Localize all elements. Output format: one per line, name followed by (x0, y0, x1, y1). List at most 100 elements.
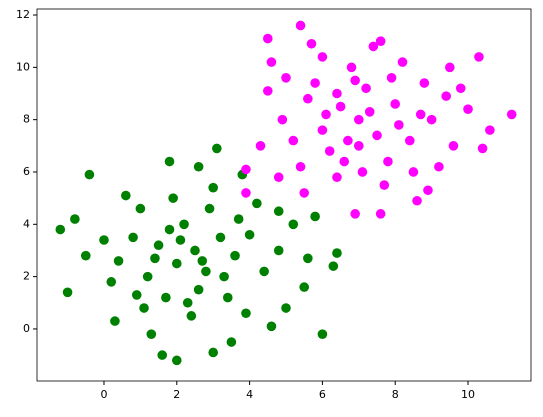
point (263, 86, 273, 96)
point (70, 214, 80, 224)
point (157, 350, 168, 360)
point (303, 93, 313, 104)
point (241, 308, 251, 319)
point (379, 180, 390, 190)
point (161, 292, 171, 303)
point (474, 52, 484, 62)
point (357, 167, 368, 177)
point (394, 120, 404, 130)
point (434, 161, 444, 172)
x-tick-label: 0 (100, 388, 107, 401)
point (455, 83, 466, 94)
point (179, 219, 189, 230)
point (288, 219, 299, 230)
point (62, 287, 73, 298)
point (383, 156, 393, 167)
point (317, 329, 328, 339)
point (252, 198, 262, 209)
point (412, 195, 422, 206)
point (222, 292, 233, 303)
point (193, 284, 204, 295)
point (295, 20, 306, 31)
point (317, 52, 328, 62)
point (146, 329, 157, 339)
point (350, 75, 360, 86)
point (241, 188, 251, 198)
point (310, 78, 320, 88)
point (110, 316, 120, 326)
point (55, 224, 66, 235)
point (80, 250, 91, 261)
point (477, 143, 488, 154)
point (171, 355, 182, 366)
point (426, 114, 437, 125)
point (215, 232, 226, 243)
point (372, 130, 382, 141)
point (321, 109, 331, 120)
point (346, 62, 357, 73)
point (273, 245, 284, 256)
point (171, 258, 182, 269)
point (404, 135, 415, 146)
point (343, 135, 353, 146)
point (390, 99, 401, 109)
point (193, 161, 204, 172)
point (204, 203, 215, 214)
y-tick-label: 0 (23, 322, 30, 335)
point (288, 135, 299, 146)
point (310, 211, 320, 222)
x-tick-label: 8 (392, 388, 399, 401)
y-tick-label: 2 (23, 270, 30, 283)
point (106, 277, 117, 287)
y-tick-label: 8 (23, 113, 30, 126)
y-tick-label: 10 (16, 60, 30, 73)
point (212, 143, 222, 154)
point (208, 182, 218, 193)
point (386, 73, 397, 83)
point (255, 141, 266, 151)
point (448, 141, 459, 151)
point (299, 188, 310, 198)
point (168, 193, 178, 203)
point (324, 146, 335, 156)
point (368, 41, 379, 52)
point (113, 256, 124, 266)
point (506, 109, 517, 120)
point (375, 36, 386, 46)
point (230, 250, 240, 261)
point (335, 101, 346, 112)
point (317, 125, 328, 135)
point (99, 235, 109, 245)
point (397, 57, 408, 67)
point (273, 172, 284, 183)
point (281, 73, 291, 83)
y-tick-label: 6 (23, 165, 30, 178)
point (244, 229, 255, 240)
point (263, 33, 273, 44)
x-tick-label: 4 (246, 388, 253, 401)
point (354, 141, 364, 151)
point (182, 297, 193, 308)
point (375, 209, 386, 219)
point (190, 245, 200, 256)
point (164, 224, 175, 235)
x-tick-label: 2 (173, 388, 180, 401)
point (361, 83, 371, 94)
point (128, 232, 138, 243)
point (408, 167, 419, 177)
point (150, 253, 160, 264)
point (131, 290, 142, 300)
point (419, 78, 430, 88)
point (354, 114, 364, 125)
point (463, 104, 473, 114)
point (339, 156, 350, 167)
point (350, 209, 360, 219)
point (266, 57, 277, 67)
point (219, 271, 229, 282)
point (273, 206, 284, 217)
point (259, 266, 269, 277)
point (303, 253, 313, 264)
point (485, 125, 495, 135)
point (139, 303, 149, 313)
point (233, 214, 244, 224)
